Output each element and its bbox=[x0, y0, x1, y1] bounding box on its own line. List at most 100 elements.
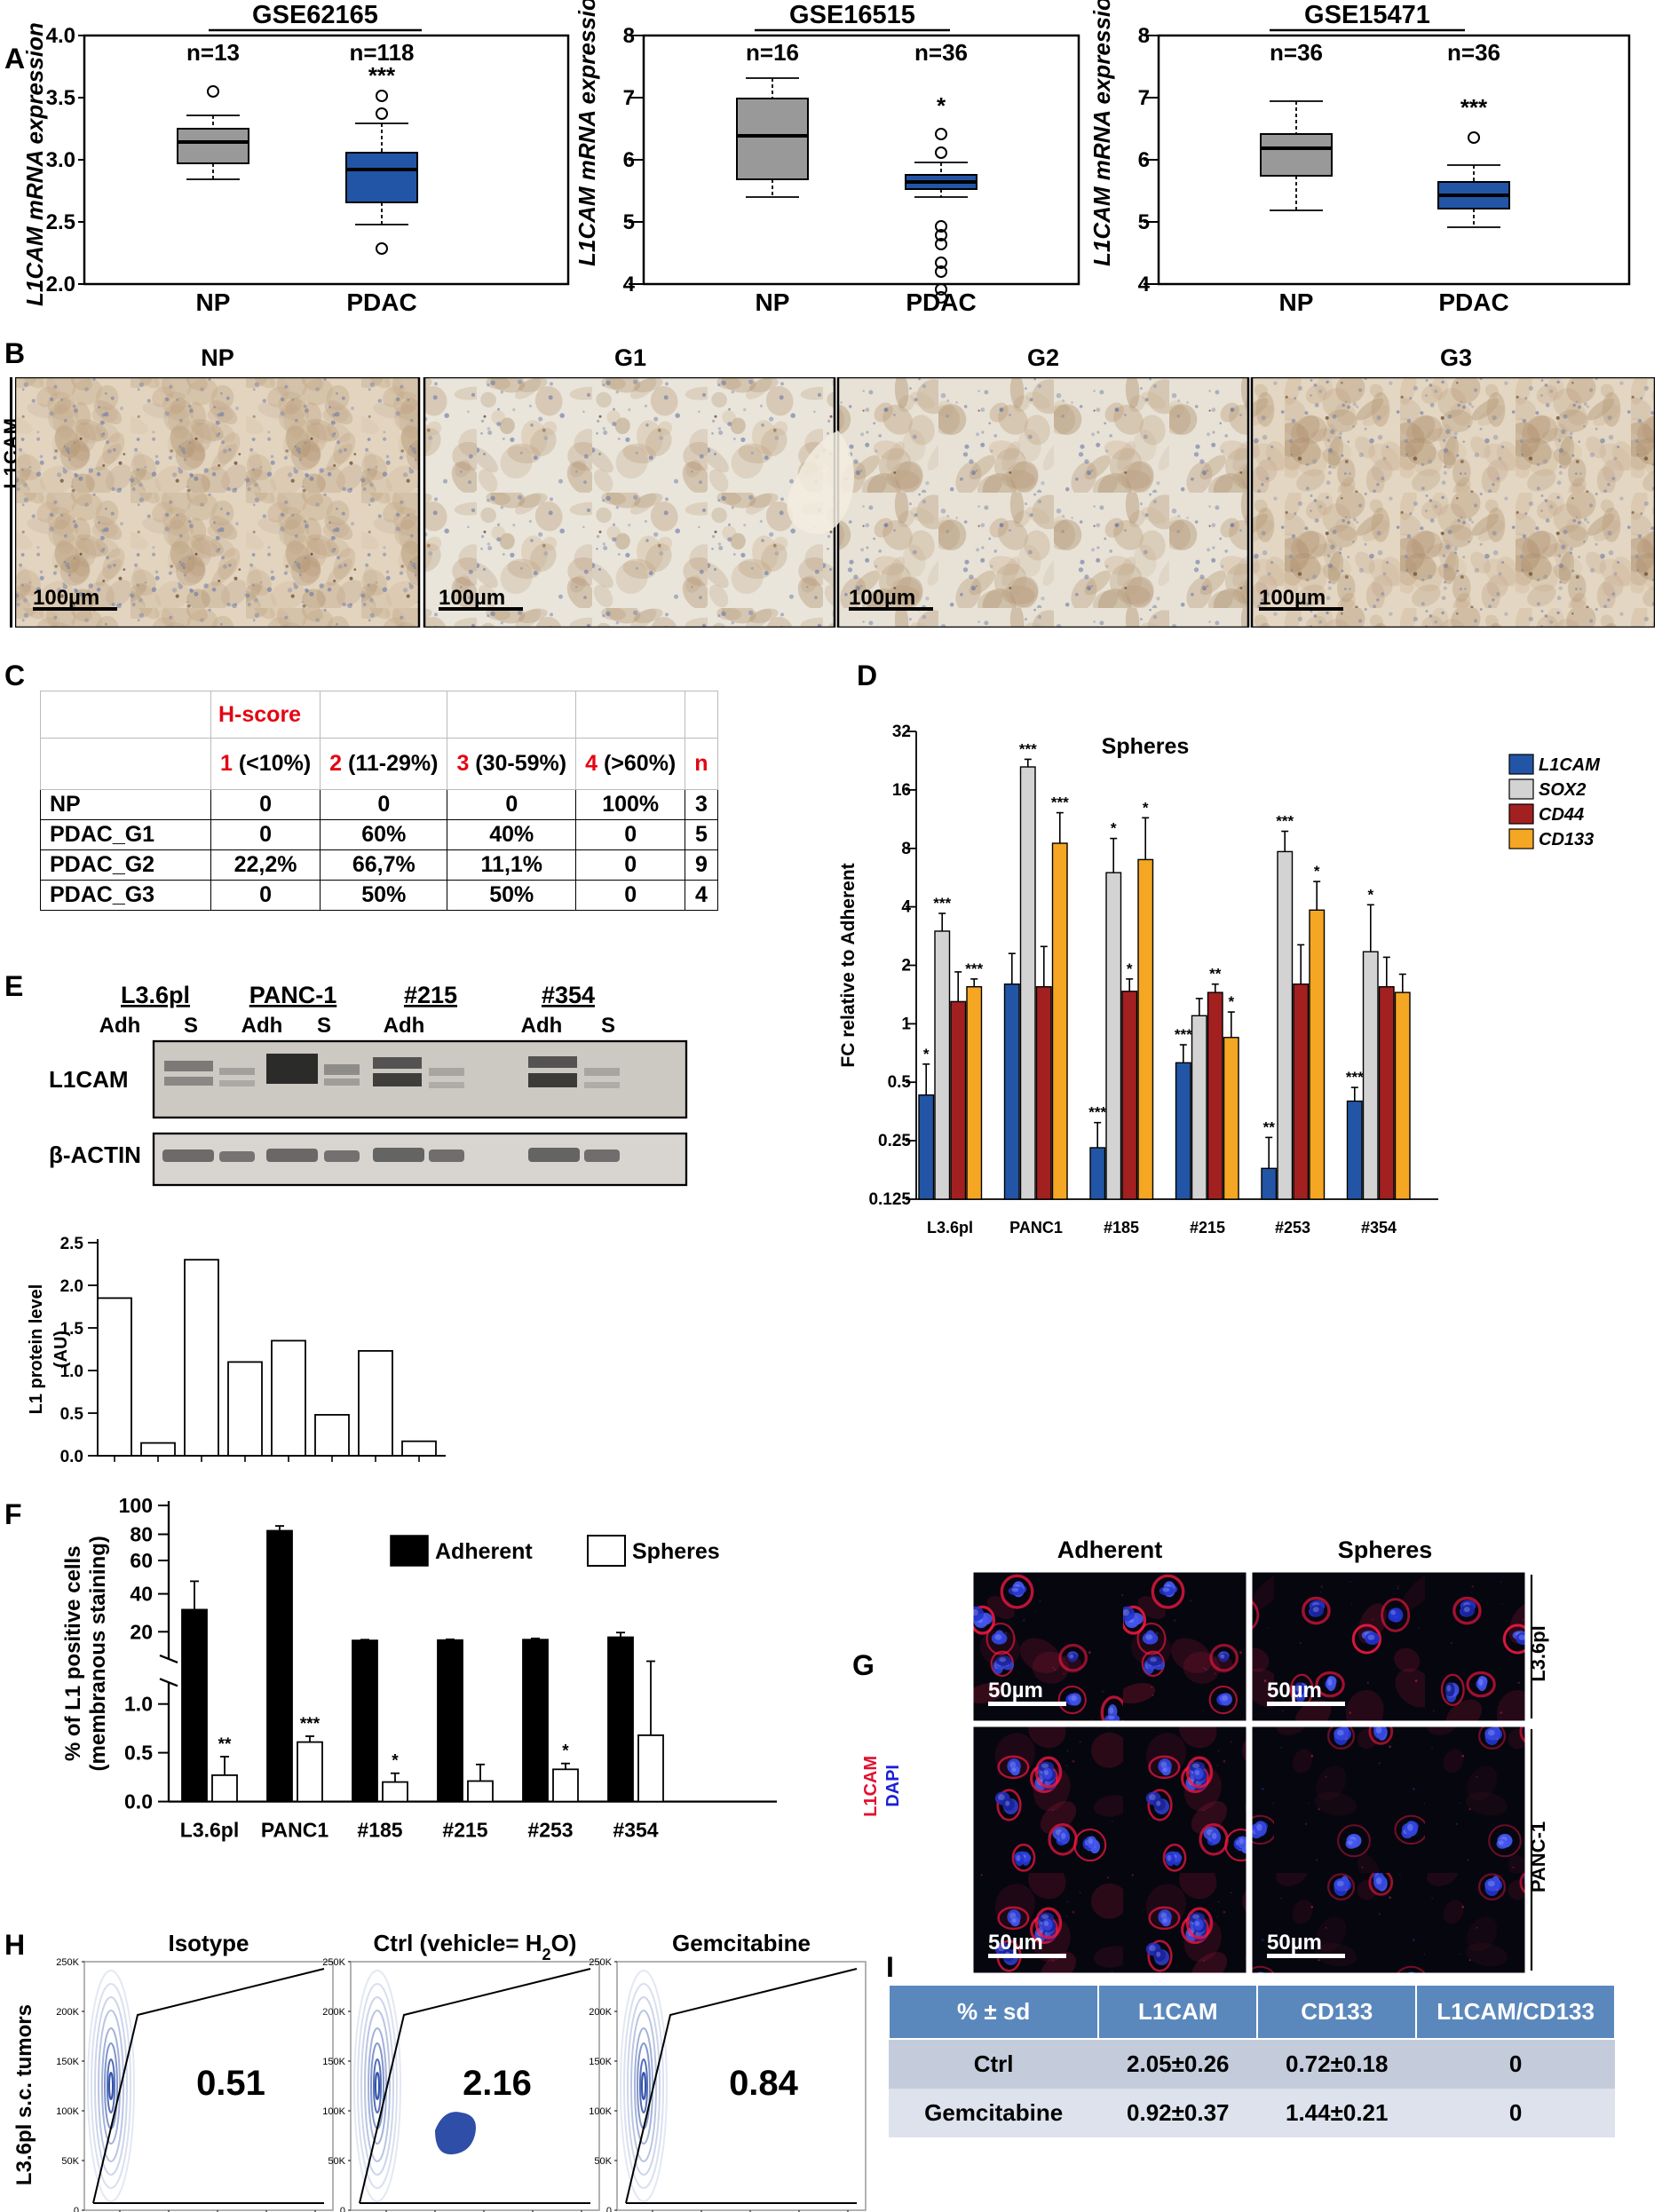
svg-text:GSE62165: GSE62165 bbox=[252, 1, 378, 29]
svg-text:200K: 200K bbox=[322, 2007, 345, 2018]
svg-text:50K: 50K bbox=[328, 2156, 345, 2167]
svg-text:#354: #354 bbox=[542, 982, 595, 1008]
svg-text:n=36: n=36 bbox=[914, 39, 968, 66]
svg-text:0.84: 0.84 bbox=[729, 2064, 799, 2103]
svg-text:250K: 250K bbox=[56, 1957, 79, 1968]
svg-text:G3: G3 bbox=[1440, 344, 1472, 371]
svg-text:GSE16515: GSE16515 bbox=[789, 1, 915, 29]
svg-text:**: ** bbox=[218, 1735, 232, 1754]
svg-text:50K: 50K bbox=[594, 2156, 612, 2167]
svg-text:4.0: 4.0 bbox=[46, 24, 75, 48]
svg-text:100K: 100K bbox=[589, 2106, 612, 2117]
svg-text:50µm: 50µm bbox=[988, 1931, 1043, 1955]
svg-text:Ctrl (vehicle= H2O): Ctrl (vehicle= H2O) bbox=[374, 1930, 577, 1963]
svg-text:β-ACTIN: β-ACTIN bbox=[49, 1142, 141, 1168]
svg-text:50µm: 50µm bbox=[1267, 1679, 1322, 1702]
svg-text:n=16: n=16 bbox=[746, 39, 799, 66]
svg-text:L3.6pl: L3.6pl bbox=[1527, 1625, 1549, 1682]
svg-text:40: 40 bbox=[130, 1583, 153, 1606]
svg-text:0: 0 bbox=[606, 2206, 612, 2212]
svg-text:L3.6pl: L3.6pl bbox=[180, 1819, 239, 1842]
svg-text:S: S bbox=[601, 1014, 615, 1038]
svg-text:Gemcitabine: Gemcitabine bbox=[672, 1930, 811, 1956]
svg-text:Spheres: Spheres bbox=[1102, 734, 1190, 759]
svg-text:0: 0 bbox=[74, 2206, 79, 2212]
svg-text:200K: 200K bbox=[56, 2007, 79, 2018]
svg-text:2.5: 2.5 bbox=[60, 1235, 84, 1253]
svg-text:50µm: 50µm bbox=[1267, 1931, 1322, 1955]
svg-text:**: ** bbox=[1263, 1118, 1276, 1135]
svg-text:Adherent: Adherent bbox=[435, 1539, 533, 1564]
svg-text:#253: #253 bbox=[1275, 1219, 1310, 1236]
svg-text:Adh: Adh bbox=[384, 1014, 425, 1038]
svg-text:3.0: 3.0 bbox=[46, 148, 75, 172]
svg-text:20: 20 bbox=[130, 1620, 153, 1643]
svg-text:*: * bbox=[1127, 960, 1133, 977]
svg-text:0.0: 0.0 bbox=[60, 1448, 83, 1466]
svg-text:PANC-1: PANC-1 bbox=[1527, 1821, 1549, 1892]
svg-text:2.5: 2.5 bbox=[46, 210, 75, 234]
svg-text:GSE15471: GSE15471 bbox=[1304, 1, 1430, 29]
svg-text:Spheres: Spheres bbox=[1338, 1537, 1433, 1563]
svg-text:***: *** bbox=[1460, 94, 1488, 121]
svg-text:PANC-1: PANC-1 bbox=[249, 982, 337, 1008]
svg-text:L1 protein level: L1 protein level bbox=[27, 1284, 46, 1415]
svg-text:0.5: 0.5 bbox=[124, 1742, 153, 1765]
svg-text:G2: G2 bbox=[1027, 344, 1059, 371]
svg-text:50µm: 50µm bbox=[988, 1679, 1043, 1702]
svg-text:***: *** bbox=[933, 895, 951, 912]
svg-text:Adherent: Adherent bbox=[1057, 1537, 1163, 1563]
svg-text:0.5: 0.5 bbox=[60, 1405, 84, 1424]
svg-text:n=36: n=36 bbox=[1270, 39, 1323, 66]
svg-text:L1CAM: L1CAM bbox=[1539, 755, 1601, 775]
svg-text:Adh: Adh bbox=[241, 1014, 283, 1038]
svg-text:#354: #354 bbox=[1361, 1219, 1397, 1236]
svg-text:S: S bbox=[317, 1014, 331, 1038]
svg-text:100K: 100K bbox=[56, 2106, 79, 2117]
svg-text:***: *** bbox=[1088, 1104, 1106, 1121]
svg-text:***: *** bbox=[300, 1715, 321, 1734]
svg-text:PDAC: PDAC bbox=[906, 288, 976, 316]
svg-text:1.0: 1.0 bbox=[60, 1363, 83, 1381]
svg-text:Adh: Adh bbox=[521, 1014, 563, 1038]
svg-text:NP: NP bbox=[756, 288, 790, 316]
svg-text:*: * bbox=[923, 1046, 930, 1063]
svg-text:1.5: 1.5 bbox=[60, 1320, 84, 1339]
svg-text:#185: #185 bbox=[357, 1819, 402, 1842]
svg-text:0.0: 0.0 bbox=[124, 1790, 153, 1813]
svg-text:#215: #215 bbox=[1190, 1219, 1225, 1236]
svg-text:**: ** bbox=[1209, 966, 1222, 983]
svg-text:0.51: 0.51 bbox=[196, 2064, 265, 2103]
svg-text:60: 60 bbox=[130, 1549, 153, 1572]
svg-text:L1CAM mRNA expression: L1CAM mRNA expression bbox=[574, 0, 600, 266]
svg-text:n=13: n=13 bbox=[186, 39, 240, 66]
svg-text:***: *** bbox=[1276, 813, 1294, 830]
svg-text:NP: NP bbox=[201, 344, 234, 371]
svg-text:3.5: 3.5 bbox=[46, 86, 75, 110]
svg-text:***: *** bbox=[1051, 794, 1069, 811]
svg-text:***: *** bbox=[1019, 740, 1037, 757]
svg-text:CD133: CD133 bbox=[1539, 830, 1594, 849]
svg-text:(membranous staining): (membranous staining) bbox=[86, 1536, 110, 1771]
svg-text:*: * bbox=[1228, 993, 1234, 1010]
svg-text:G1: G1 bbox=[614, 344, 646, 371]
svg-text:L1CAM mRNA expression: L1CAM mRNA expression bbox=[1088, 0, 1115, 266]
svg-text:% of L1 positive cells: % of L1 positive cells bbox=[61, 1545, 85, 1761]
svg-text:1.0: 1.0 bbox=[124, 1693, 153, 1716]
svg-text:PANC1: PANC1 bbox=[261, 1819, 328, 1842]
svg-text:*: * bbox=[562, 1742, 569, 1761]
svg-text:250K: 250K bbox=[322, 1957, 345, 1968]
svg-text:150K: 150K bbox=[56, 2057, 79, 2067]
svg-text:*: * bbox=[1314, 863, 1320, 880]
svg-text:50K: 50K bbox=[61, 2156, 79, 2167]
svg-text:L3.6pl: L3.6pl bbox=[927, 1219, 973, 1236]
svg-text:*: * bbox=[1111, 820, 1117, 837]
svg-text:*: * bbox=[1143, 799, 1149, 816]
svg-text:L3.6pl: L3.6pl bbox=[121, 982, 190, 1008]
svg-text:200K: 200K bbox=[589, 2007, 612, 2018]
svg-text:Spheres: Spheres bbox=[632, 1539, 720, 1564]
svg-text:***: *** bbox=[965, 960, 983, 977]
svg-text:CD44: CD44 bbox=[1539, 805, 1584, 825]
svg-text:***: *** bbox=[1175, 1026, 1192, 1043]
svg-text:S: S bbox=[184, 1014, 198, 1038]
